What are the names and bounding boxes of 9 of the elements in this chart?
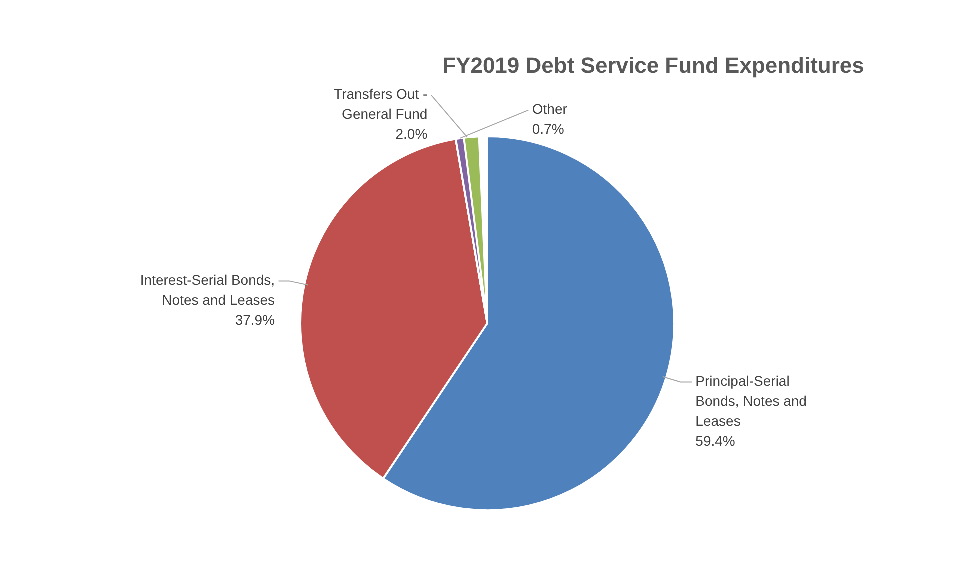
slice-label: Transfers Out - General Fund: [334, 86, 428, 122]
data-label: 37.9%: [235, 312, 276, 328]
data-label: 0.7%: [532, 120, 564, 137]
chart-title: FY2019 Debt Service Fund Expenditures: [442, 53, 864, 78]
slice-label: Interest-Serial Bonds, Notes and Leases: [140, 272, 276, 308]
data-label: 59.4%: [696, 432, 736, 449]
slice-label: Principal-Serial Bonds, Notes and Leases: [696, 372, 807, 429]
data-label: 2.0%: [396, 126, 428, 142]
slice-label: Other: [532, 100, 568, 117]
